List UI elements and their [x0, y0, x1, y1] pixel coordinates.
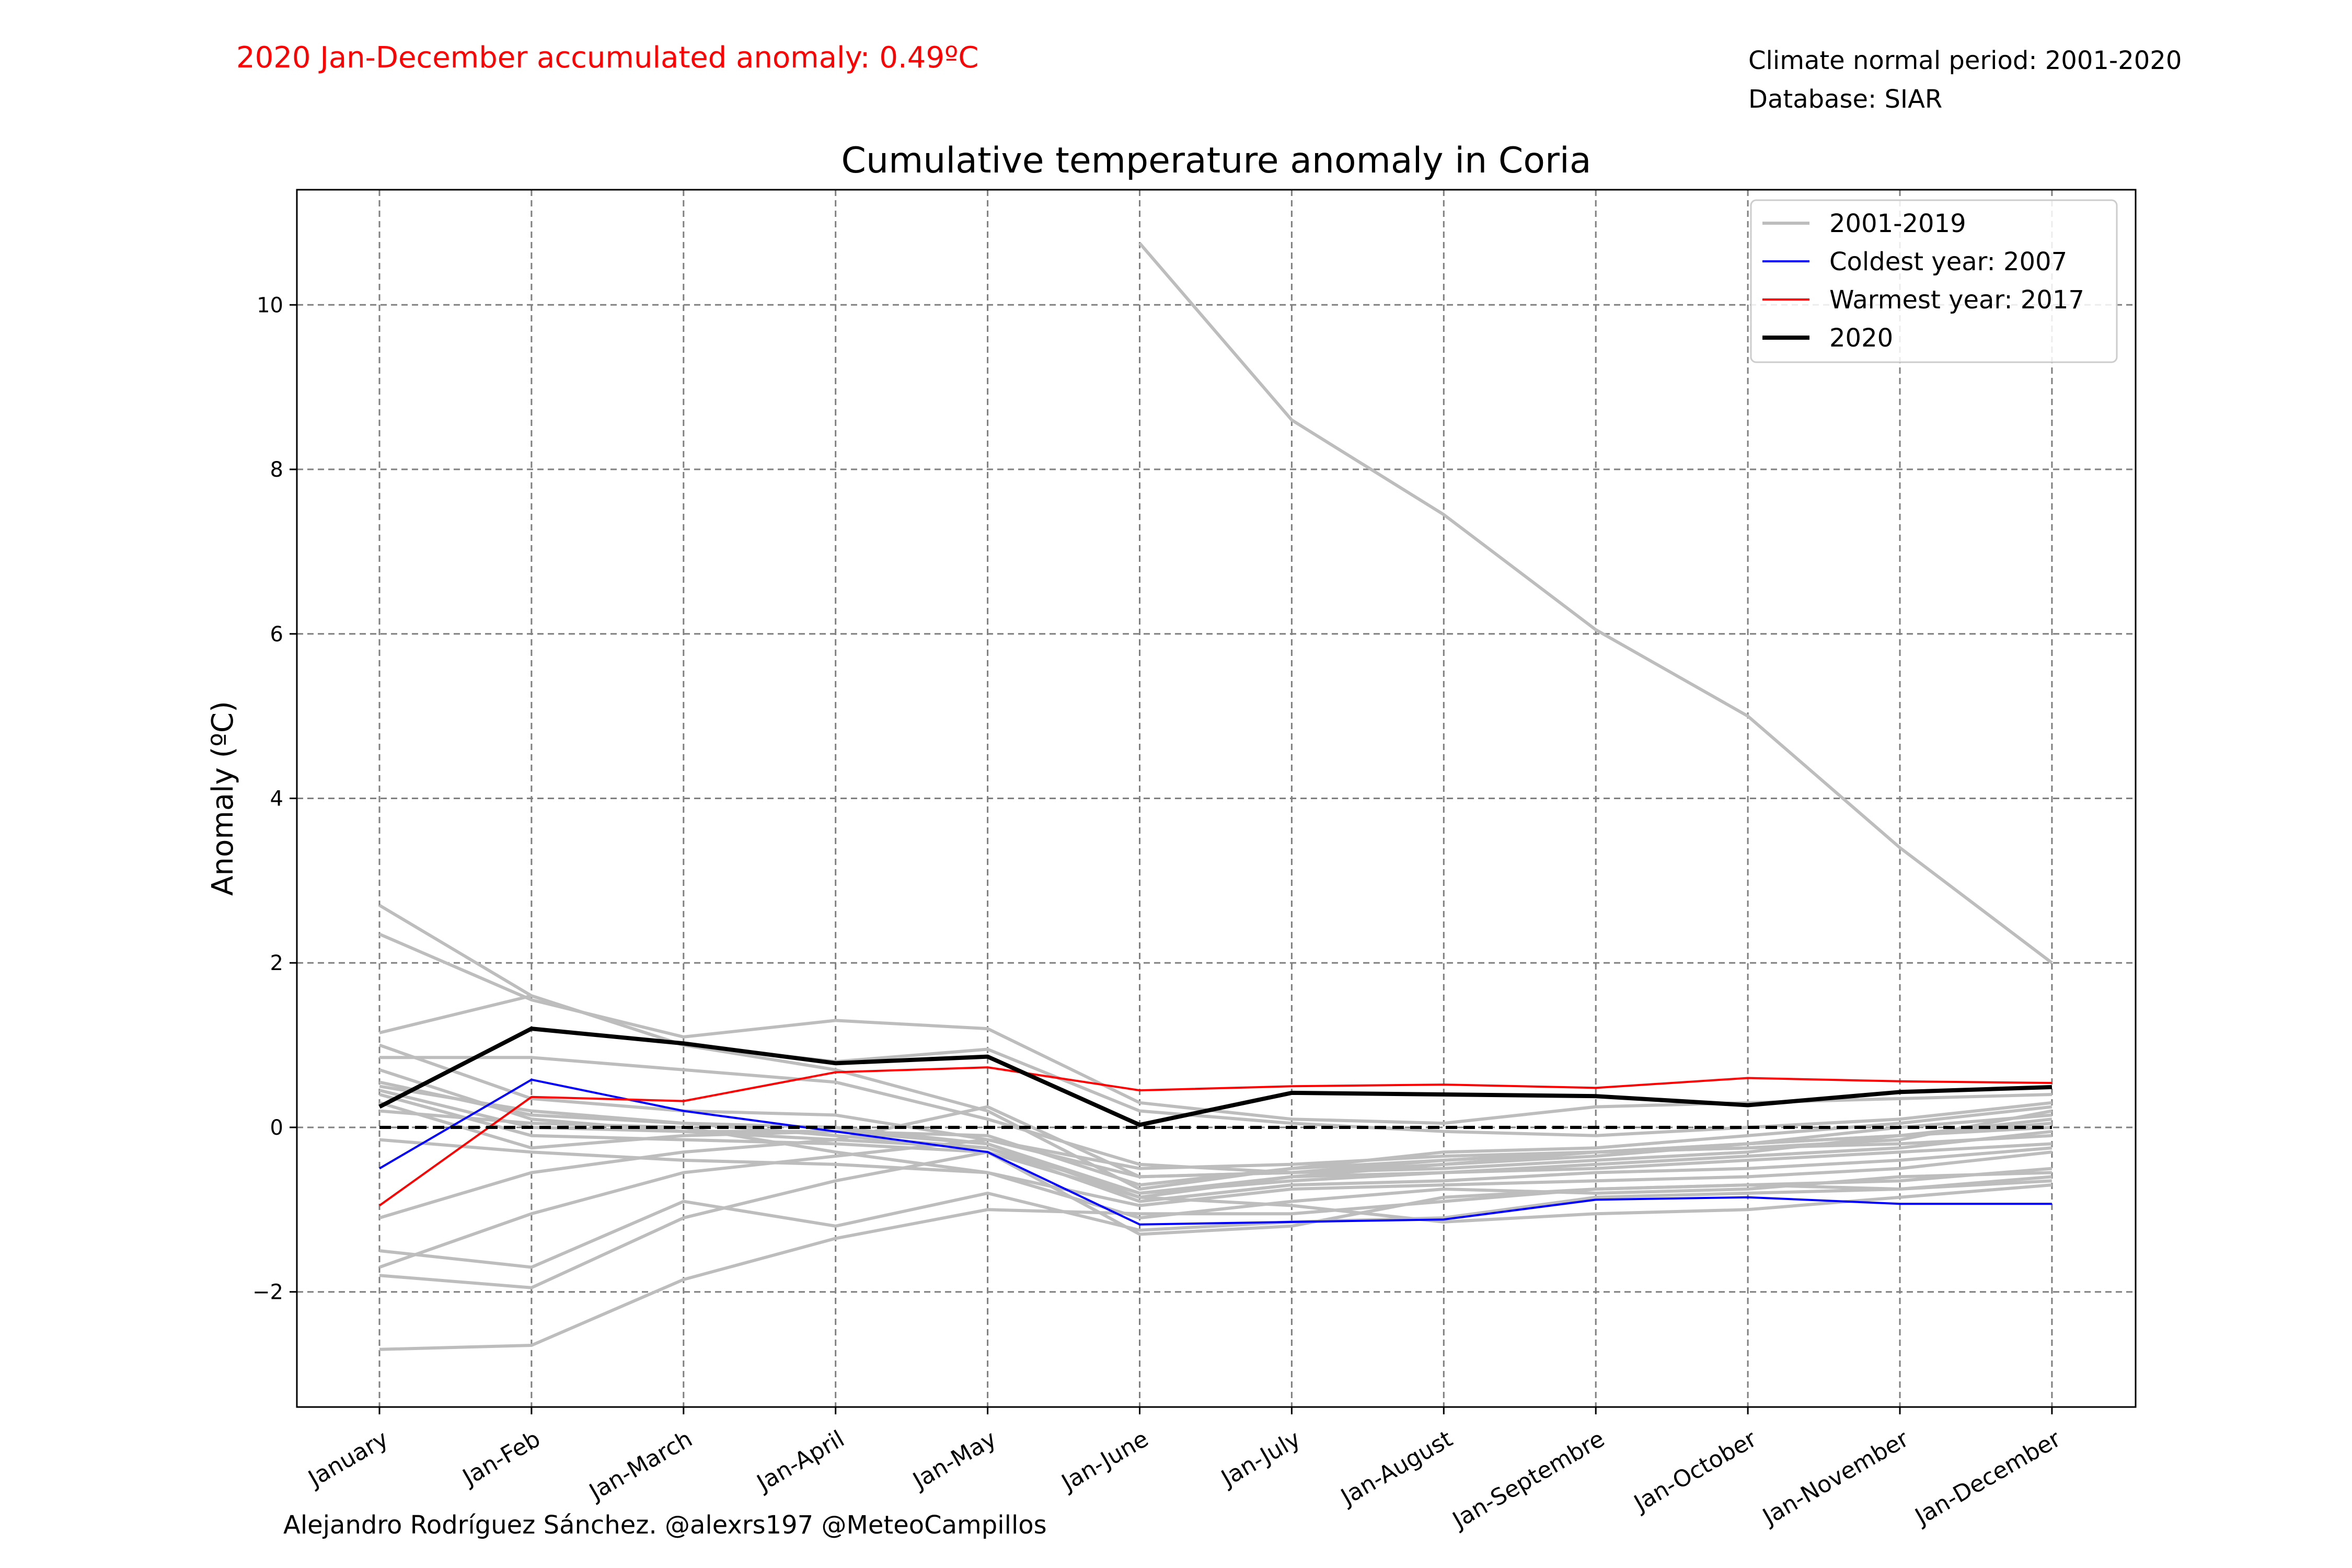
- series-line-2001-2019: [379, 1080, 2053, 1224]
- series-lines: [378, 242, 2053, 1351]
- series-line-coldest: [378, 1078, 2052, 1226]
- x-tick-label: Jan-May: [907, 1425, 1001, 1495]
- database-text: Database: SIAR: [1748, 85, 1943, 114]
- series-line-2001-2019: [379, 1089, 2053, 1195]
- x-tick-label: Jan-Septembre: [1447, 1425, 1609, 1535]
- x-tick-label: Jan-August: [1335, 1425, 1457, 1511]
- x-tick-label: January: [303, 1425, 393, 1493]
- series-line-warmest: [378, 1066, 2052, 1207]
- series-line-2001-2019: [379, 1126, 2053, 1269]
- legend-label-grey: 2001-2019: [1829, 209, 1966, 238]
- y-tick-label: 10: [257, 293, 283, 317]
- y-tick-label: 2: [270, 951, 283, 975]
- author-credit: Alejandro Rodríguez Sánchez. @alexrs197 …: [283, 1511, 1047, 1540]
- y-tick-label: −2: [252, 1281, 283, 1305]
- climate-normal-period-text: Climate normal period: 2001-2020: [1748, 46, 2182, 75]
- legend-label-coldest: Coldest year: 2007: [1829, 247, 2067, 276]
- x-tick-label: Jan-Feb: [457, 1425, 545, 1491]
- x-tick-label: Jan-October: [1628, 1425, 1761, 1518]
- x-tick-label: Jan-March: [584, 1425, 697, 1506]
- x-tick-label: Jan-November: [1757, 1425, 1914, 1531]
- y-tick-label: 8: [270, 458, 283, 482]
- series-line-2001-2019: [379, 1101, 2053, 1187]
- y-axis-ticks: −2 0 2 4 6 8 10: [252, 293, 297, 1305]
- x-tick-label: Jan-July: [1216, 1425, 1305, 1492]
- series-line-2001-2019: [379, 1109, 2052, 1220]
- legend-label-warmest: Warmest year: 2017: [1829, 285, 2084, 315]
- y-tick-label: 6: [270, 622, 283, 647]
- legend-label-current: 2020: [1829, 324, 1893, 353]
- series-line-2001-2019: [1138, 242, 2053, 964]
- y-axis-label: Anomaly (ºC): [206, 701, 240, 896]
- x-tick-label: Jan-June: [1056, 1425, 1153, 1497]
- legend: 2001-2019 Coldest year: 2007 Warmest year:…: [1750, 199, 2118, 363]
- x-tick-label: Jan-April: [751, 1425, 849, 1497]
- chart-title: Cumulative temperature anomaly in Coria: [841, 140, 1591, 181]
- x-tick-label: Jan-December: [1909, 1425, 2066, 1531]
- series-line-2001-2019: [379, 1175, 2053, 1269]
- y-tick-label: 0: [270, 1116, 283, 1140]
- series-line-2001-2019: [379, 1138, 2053, 1207]
- series-line-2001-2019: [379, 1105, 2053, 1219]
- series-line-2001-2019: [379, 1056, 2053, 1174]
- series-line-current: [378, 1027, 2053, 1127]
- legend-box: [1750, 199, 2118, 363]
- y-tick-label: 4: [270, 787, 283, 811]
- accumulated-anomaly-text: 2020 Jan-December accumulated anomaly: 0…: [236, 41, 979, 75]
